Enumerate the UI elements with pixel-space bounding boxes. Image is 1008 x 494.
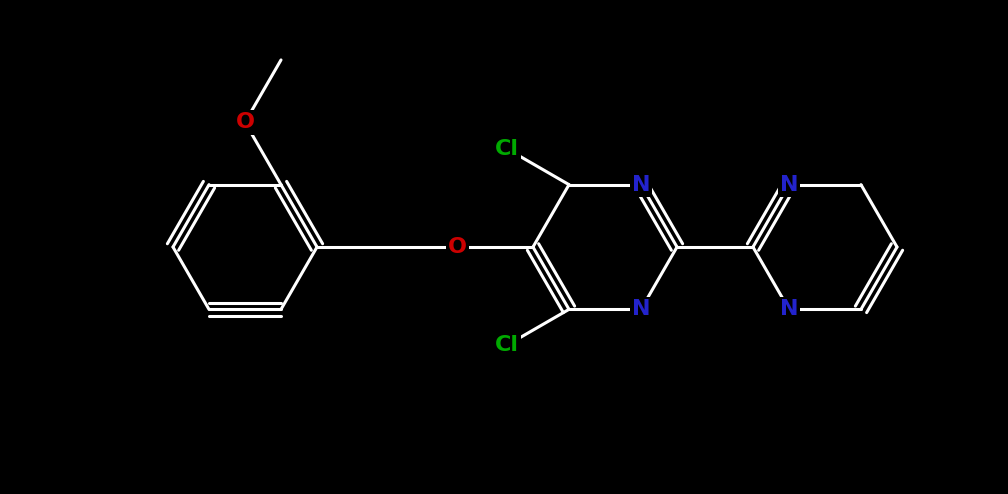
Text: Cl: Cl — [495, 335, 519, 355]
Text: N: N — [780, 175, 798, 195]
Text: N: N — [632, 175, 650, 195]
Text: N: N — [780, 299, 798, 319]
Text: O: O — [236, 112, 254, 132]
Text: Cl: Cl — [495, 139, 519, 159]
Text: N: N — [632, 299, 650, 319]
Text: O: O — [448, 237, 467, 257]
